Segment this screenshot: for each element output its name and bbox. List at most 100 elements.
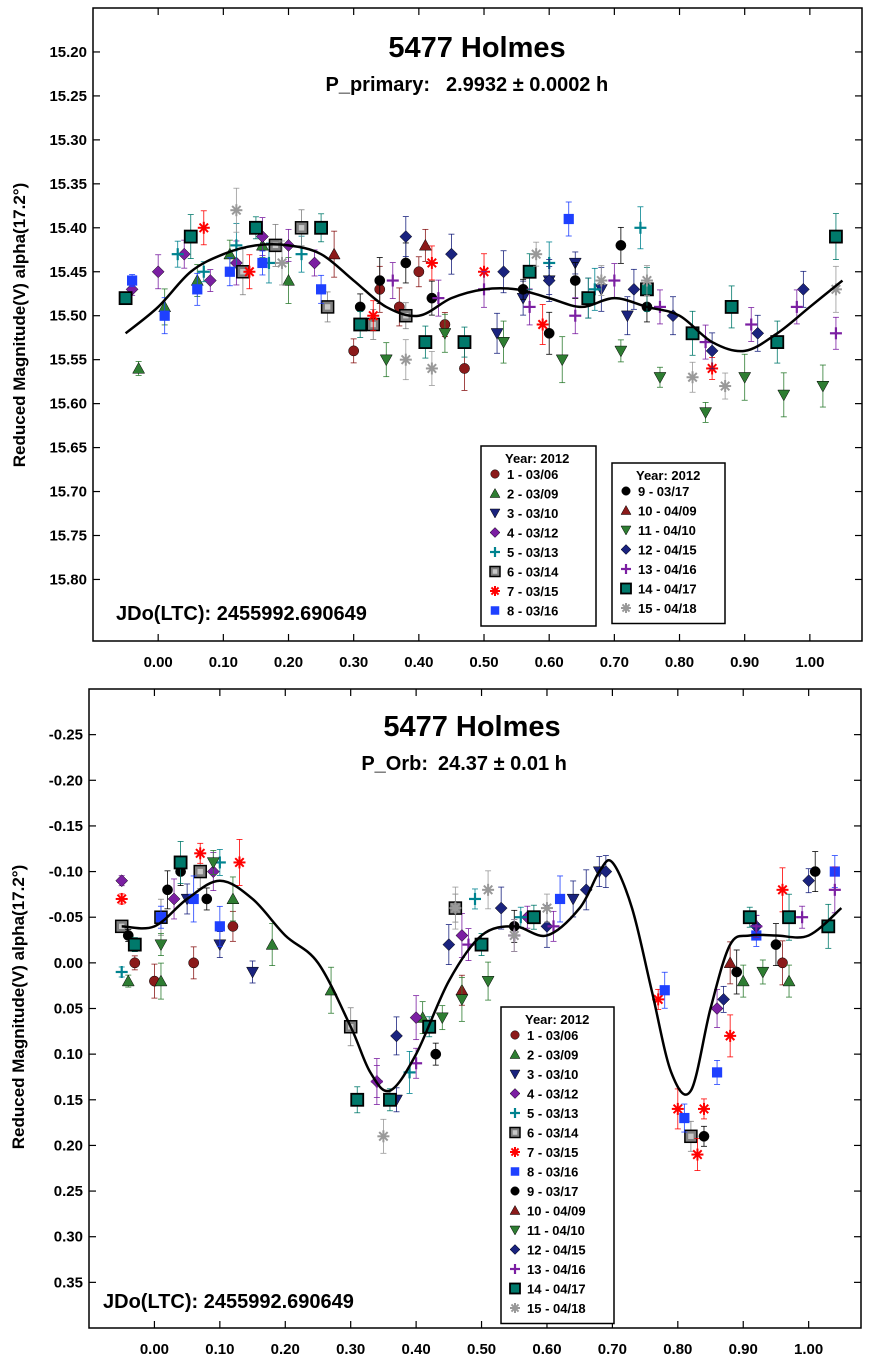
data-point: [777, 389, 791, 402]
data-point: [455, 994, 469, 1006]
data-point: [197, 221, 210, 234]
legend-label: 3 - 03/10: [507, 506, 558, 521]
data-point: [608, 274, 621, 287]
legend-marker: [489, 565, 501, 578]
data-point: [115, 965, 128, 978]
series-15-04-18: [230, 187, 842, 400]
data-point: [132, 361, 146, 374]
series-7-03-15: [115, 839, 789, 1171]
legend-marker: [509, 1088, 521, 1099]
epoch-annotation-top: JDo(LTC): 2455992.690649: [116, 603, 367, 625]
series-9-03-17: [122, 851, 821, 1147]
data-point: [430, 1048, 442, 1060]
y-tick-label: 15.50: [49, 308, 87, 325]
legend-title: Year: 2012: [525, 1012, 589, 1027]
data-point: [738, 372, 752, 384]
data-point: [194, 847, 207, 860]
data-point: [121, 974, 135, 987]
data-point: [435, 1012, 449, 1025]
legend-marker: [510, 1186, 520, 1196]
legend-marker: [490, 547, 500, 557]
data-point: [653, 300, 666, 313]
y-tick-label: 0.20: [54, 1137, 83, 1154]
y-tick-label: 15.40: [49, 220, 87, 237]
series-5-03-13: [115, 849, 527, 1094]
legend-label: 5 - 03/13: [507, 545, 558, 560]
y-tick-label: 15.25: [49, 88, 87, 105]
y-tick-label: 15.20: [49, 44, 87, 61]
series-8-03-16: [127, 201, 574, 335]
data-point: [490, 328, 504, 340]
x-tick-label: 0.00: [144, 654, 173, 671]
y-tick-label: 0.10: [54, 1046, 83, 1063]
data-point: [383, 1092, 397, 1107]
period-value-bottom: 24.37 ± 0.01 h: [438, 753, 567, 775]
data-point: [353, 317, 368, 332]
legend-label: 1 - 03/06: [527, 1028, 578, 1043]
plot-area-top: 15.20 15.25 15.30 15.35 15.40 15.45 15.50 15.55…: [49, 8, 862, 671]
data-point: [183, 229, 198, 244]
data-point: [226, 892, 240, 905]
series-14-04-17: [127, 841, 836, 1114]
legend-label: 14 - 04/17: [638, 582, 697, 597]
series-11-04-10: [379, 313, 830, 423]
y-tick-label: 0.25: [54, 1183, 83, 1200]
y-tick-label: -0.15: [49, 818, 83, 835]
fit-curve: [124, 243, 844, 353]
y-tick-label: 15.45: [49, 264, 87, 281]
legend-marker: [489, 487, 501, 498]
legend-label: 2 - 03/09: [527, 1048, 578, 1063]
x-tick-label: 0.90: [730, 654, 759, 671]
series-11-04-10: [154, 850, 770, 1031]
legend-marker: [490, 469, 500, 479]
data-point: [127, 275, 138, 286]
legend-marker: [509, 1244, 521, 1255]
data-point: [162, 884, 173, 896]
period-value-top: 2.9932 ± 0.0002 h: [446, 74, 608, 96]
data-point: [742, 910, 757, 925]
plot-frame-bottom: [88, 688, 862, 1329]
y-tick-label: 0.30: [54, 1229, 83, 1246]
data-point: [482, 883, 495, 896]
data-point: [206, 857, 220, 869]
data-point: [555, 354, 569, 367]
data-point: [203, 274, 217, 287]
data-point: [634, 221, 647, 234]
data-point: [193, 864, 207, 879]
x-tick-label: 0.30: [339, 654, 368, 671]
data-point: [445, 247, 458, 261]
data-point: [563, 213, 574, 225]
data-point: [653, 372, 667, 384]
data-point: [790, 300, 803, 313]
data-point: [736, 974, 750, 987]
x-tick-label: 0.30: [336, 1341, 365, 1358]
data-point: [542, 274, 556, 287]
legend-marker: [489, 527, 501, 538]
data-point: [776, 883, 789, 896]
legend-label: 6 - 03/14: [507, 565, 559, 580]
data-point: [796, 911, 809, 924]
x-tick-label: 0.70: [600, 654, 629, 671]
legend-marker: [490, 586, 500, 596]
data-point: [282, 274, 295, 286]
data-point: [691, 1148, 704, 1161]
data-point: [457, 335, 472, 349]
data-point: [705, 344, 719, 358]
legend-label: 9 - 03/17: [638, 484, 689, 499]
data-point: [425, 256, 438, 269]
legend-marker: [510, 1108, 520, 1118]
data-point: [581, 291, 596, 306]
data-point: [522, 264, 537, 279]
data-point: [295, 248, 308, 261]
y-tick-label: -0.10: [49, 864, 83, 881]
legend-label: 8 - 03/16: [527, 1165, 578, 1180]
data-point: [275, 256, 288, 269]
data-point: [377, 1130, 390, 1143]
data-point: [350, 1092, 365, 1107]
data-point: [418, 335, 433, 349]
data-point: [497, 265, 510, 279]
data-point: [224, 266, 235, 277]
legend-label: 4 - 03/12: [527, 1087, 578, 1102]
